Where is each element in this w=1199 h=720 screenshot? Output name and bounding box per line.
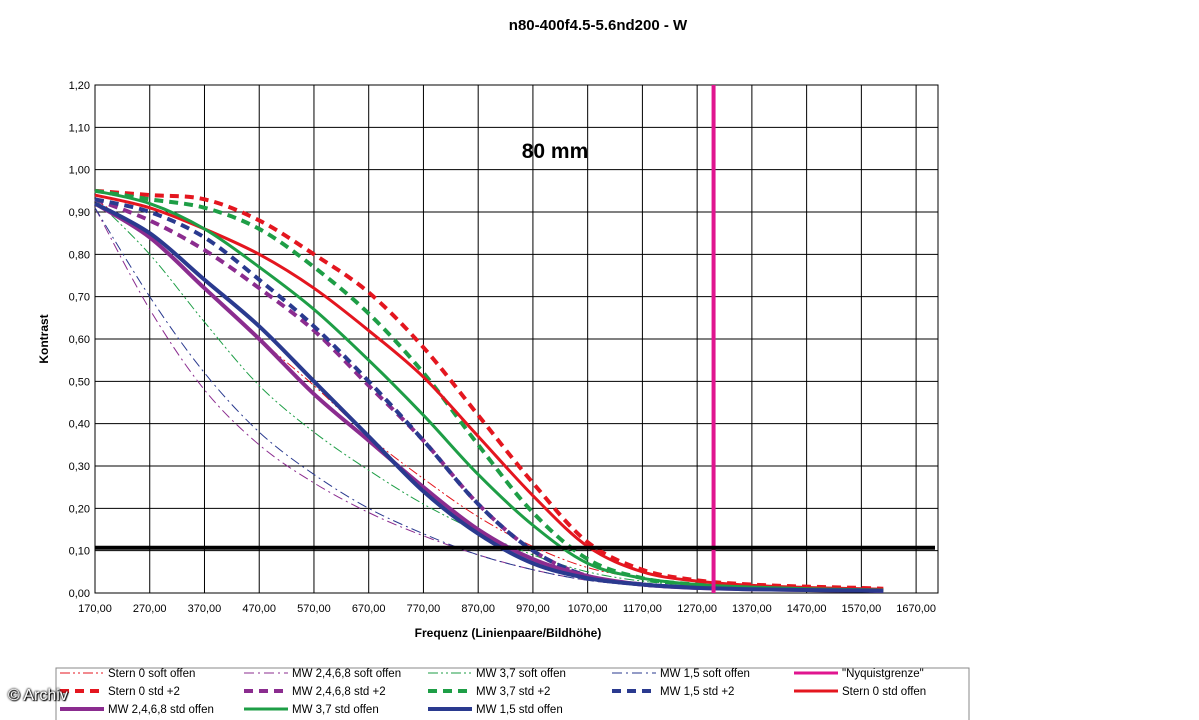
y-tick-label: 1,20 <box>69 80 90 92</box>
x-tick-label: 1270,00 <box>677 603 717 615</box>
chart-annotation: 80 mm <box>522 140 589 163</box>
y-tick-label: 0,50 <box>69 376 90 388</box>
legend-box <box>55 667 970 720</box>
legend-label: MW 1,5 std offen <box>476 704 563 716</box>
legend-item: MW 3,7 std +2 <box>428 686 550 698</box>
reference-lines <box>95 85 935 593</box>
x-tick-label: 870,00 <box>461 603 495 615</box>
legend: Stern 0 soft offen MW 2,4,6,8 soft offen M… <box>60 668 926 716</box>
legend-item: Stern 0 std offen <box>794 686 926 698</box>
legend-label: MW 3,7 std offen <box>292 704 379 716</box>
legend-item: MW 1,5 soft offen <box>612 668 750 680</box>
x-tick-label: 1170,00 <box>623 603 662 615</box>
legend-item: Stern 0 std +2 <box>60 686 180 698</box>
archive-watermark: © Archiv <box>8 687 68 704</box>
y-axis-title: Kontrast <box>37 314 51 363</box>
legend-label: Stern 0 std +2 <box>108 686 180 698</box>
legend-label: MW 3,7 soft offen <box>476 668 566 680</box>
y-tick-label: 0,80 <box>69 249 90 261</box>
series-lines <box>93 188 884 593</box>
y-tick-label: 1,10 <box>69 122 90 134</box>
x-tick-label: 1470,00 <box>787 603 827 615</box>
x-tick-label: 370,00 <box>188 603 222 615</box>
x-tick-label: 1670,00 <box>896 603 936 615</box>
legend-item: "Nyquistgrenze" <box>794 668 924 680</box>
y-tick-label: 0,90 <box>69 207 90 219</box>
x-tick-label: 670,00 <box>352 603 386 615</box>
x-tick-label: 1370,00 <box>732 603 772 615</box>
series-line-stern-0-std-2 <box>94 188 884 591</box>
legend-item: MW 1,5 std offen <box>428 704 563 716</box>
series-line-mw-1-5-std-offen <box>94 201 884 593</box>
legend-item: MW 2,4,6,8 std +2 <box>244 686 386 698</box>
x-tick-label: 270,00 <box>133 603 167 615</box>
legend-item: MW 2,4,6,8 std offen <box>60 704 214 716</box>
x-tick-label: 770,00 <box>407 603 441 615</box>
legend-item: MW 1,5 std +2 <box>612 686 734 698</box>
y-tick-label: 0,00 <box>69 588 90 600</box>
legend-item: MW 2,4,6,8 soft offen <box>244 668 401 680</box>
axis-ticks: 170,00 270,00 370,00 470,00 570,00 670,00 770,… <box>69 80 936 615</box>
x-tick-label: 470,00 <box>242 603 276 615</box>
legend-label: Stern 0 soft offen <box>108 668 195 680</box>
y-tick-label: 0,40 <box>69 419 90 431</box>
x-tick-label: 570,00 <box>297 603 331 615</box>
legend-label: MW 1,5 std +2 <box>660 686 734 698</box>
x-tick-label: 970,00 <box>516 603 550 615</box>
legend-label: MW 2,4,6,8 soft offen <box>292 668 401 680</box>
x-axis-title: Frequenz (Linienpaare/Bildhöhe) <box>415 626 602 640</box>
legend-item: Stern 0 soft offen <box>60 668 195 680</box>
y-tick-label: 1,00 <box>69 165 90 177</box>
y-tick-label: 0,20 <box>69 503 90 515</box>
legend-label: Stern 0 std offen <box>842 686 926 698</box>
legend-label: MW 3,7 std +2 <box>476 686 550 698</box>
legend-label: "Nyquistgrenze" <box>842 668 924 680</box>
chart-title: n80-400f4.5-5.6nd200 - W <box>509 17 688 34</box>
legend-label: MW 2,4,6,8 std +2 <box>292 686 386 698</box>
x-tick-label: 1070,00 <box>568 603 608 615</box>
y-tick-label: 0,10 <box>69 546 90 558</box>
x-tick-label: 1570,00 <box>841 603 881 615</box>
y-tick-label: 0,70 <box>69 292 90 304</box>
legend-item: MW 3,7 std offen <box>244 704 379 716</box>
x-tick-label: 170,00 <box>78 603 112 615</box>
y-tick-label: 0,30 <box>69 461 90 473</box>
y-tick-label: 0,60 <box>69 334 90 346</box>
legend-label: MW 2,4,6,8 std offen <box>108 704 214 716</box>
legend-item: MW 3,7 soft offen <box>428 668 566 680</box>
legend-label: MW 1,5 soft offen <box>660 668 750 680</box>
